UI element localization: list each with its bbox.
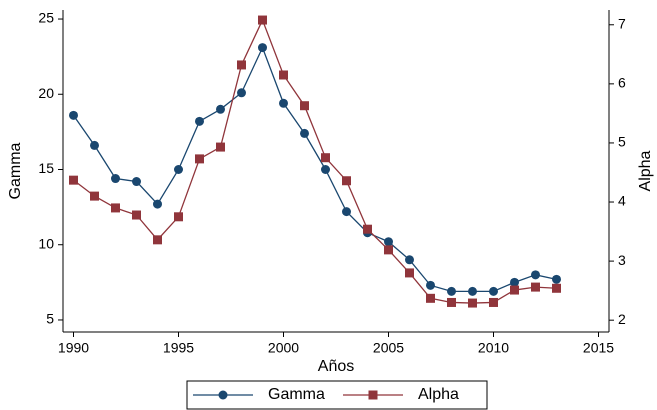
y2-tick-label: 7 xyxy=(618,15,626,31)
x-tick-label: 1990 xyxy=(58,340,89,356)
data-point xyxy=(489,286,498,296)
x-axis-label: Años xyxy=(318,358,354,375)
legend-marker xyxy=(368,390,378,400)
data-point xyxy=(489,297,498,307)
data-point xyxy=(384,245,393,255)
x-tick-label: 2005 xyxy=(373,340,404,356)
data-point xyxy=(531,270,540,280)
data-point xyxy=(300,101,309,111)
y-tick-label: 15 xyxy=(38,160,54,176)
data-point xyxy=(195,116,204,126)
data-point xyxy=(321,164,330,174)
data-point xyxy=(90,191,99,201)
data-point xyxy=(174,212,183,222)
data-point xyxy=(111,203,120,213)
data-point xyxy=(321,153,330,163)
y2-tick-label: 6 xyxy=(618,75,626,91)
legend-label: Alpha xyxy=(418,386,459,403)
data-point xyxy=(90,140,99,150)
data-point xyxy=(195,154,204,164)
legend-label: Gamma xyxy=(268,386,325,403)
x-tick-label: 2015 xyxy=(583,340,614,356)
y-tick-label: 5 xyxy=(46,311,54,327)
data-point xyxy=(447,286,456,296)
data-point xyxy=(237,60,246,70)
data-point xyxy=(342,176,351,186)
x-tick-label: 2000 xyxy=(268,340,299,356)
y2-axis-label: Alpha xyxy=(637,150,654,191)
data-point xyxy=(279,98,288,108)
y-axis-label: Gamma xyxy=(7,142,24,199)
data-point xyxy=(69,110,78,120)
data-point xyxy=(426,280,435,290)
data-point xyxy=(510,285,519,295)
data-point xyxy=(132,177,141,187)
y2-tick-label: 5 xyxy=(618,134,626,150)
data-point xyxy=(153,199,162,209)
data-point xyxy=(405,268,414,278)
data-point xyxy=(342,207,351,217)
data-point xyxy=(111,174,120,184)
data-point xyxy=(258,15,267,25)
data-point xyxy=(405,255,414,265)
y-tick-label: 20 xyxy=(38,85,54,101)
data-point xyxy=(279,70,288,80)
y2-tick-label: 2 xyxy=(618,311,626,327)
data-point xyxy=(363,224,372,234)
data-point xyxy=(510,277,519,287)
x-tick-label: 2010 xyxy=(478,340,509,356)
y2-tick-label: 4 xyxy=(618,193,626,209)
y-tick-label: 25 xyxy=(38,10,54,26)
data-point xyxy=(258,43,267,53)
legend-marker xyxy=(218,390,228,400)
data-point xyxy=(552,283,561,293)
data-point xyxy=(426,293,435,303)
data-point xyxy=(132,210,141,220)
data-point xyxy=(153,235,162,245)
data-point xyxy=(384,237,393,247)
data-point xyxy=(174,164,183,174)
data-point xyxy=(468,298,477,308)
data-point xyxy=(300,128,309,138)
data-point xyxy=(216,104,225,114)
data-point xyxy=(69,175,78,185)
data-point xyxy=(237,88,246,98)
data-point xyxy=(531,282,540,292)
data-point xyxy=(216,142,225,152)
data-point xyxy=(468,286,477,296)
y2-tick-label: 3 xyxy=(618,252,626,268)
data-point xyxy=(552,274,561,284)
data-point xyxy=(447,297,456,307)
x-tick-label: 1995 xyxy=(163,340,194,356)
y-tick-label: 10 xyxy=(38,235,54,251)
